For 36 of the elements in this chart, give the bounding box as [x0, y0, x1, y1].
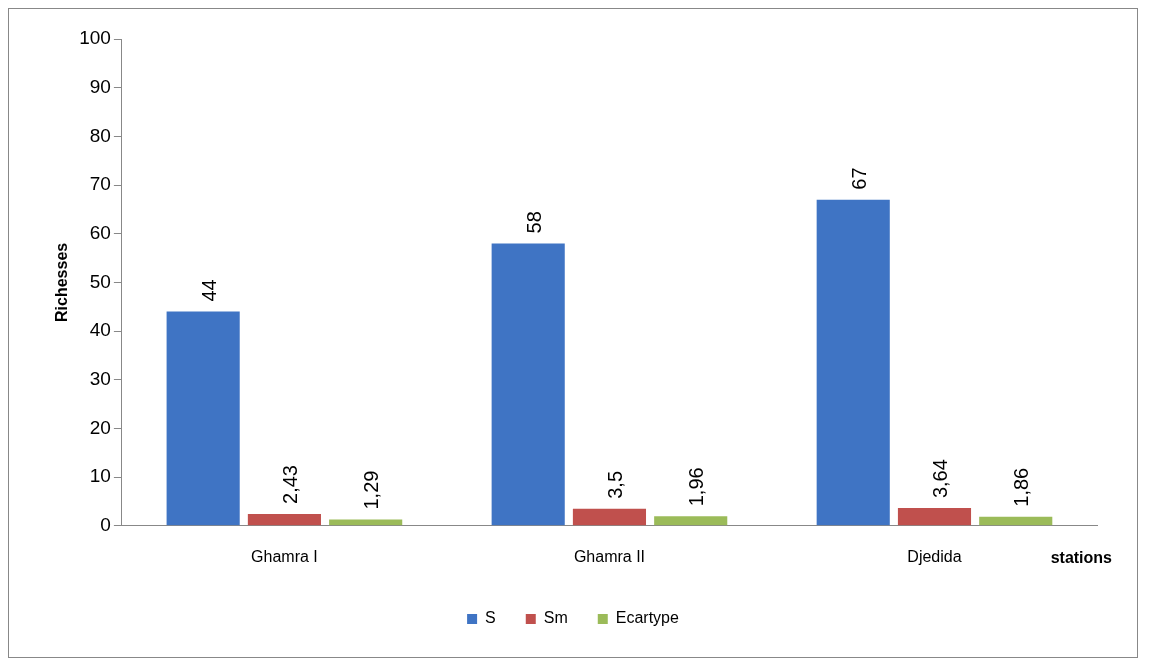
data-label: 3,64	[929, 459, 951, 499]
x-tick-label: Djedida	[907, 547, 962, 565]
y-tick-label: 0	[100, 514, 111, 536]
legend-label: S	[485, 609, 496, 627]
bar	[979, 516, 1053, 526]
bar	[572, 508, 647, 526]
data-label: 1,96	[685, 467, 708, 507]
bar	[654, 516, 728, 526]
y-tick-label: 70	[89, 173, 111, 195]
legend-label: Ecartype	[615, 609, 680, 627]
data-label: 58	[522, 211, 545, 234]
y-tick-label: 100	[79, 27, 111, 49]
x-tick-label: Ghamra II	[573, 547, 646, 565]
data-label: 67	[847, 167, 870, 190]
y-tick-label: 60	[89, 221, 111, 243]
bar	[816, 199, 890, 526]
y-tick-label: 30	[89, 367, 111, 389]
y-tick-label: 90	[89, 75, 111, 97]
data-label: 2,43	[278, 465, 301, 504]
data-label: 3,5	[603, 470, 626, 499]
bar	[166, 311, 240, 526]
y-tick-label: 40	[89, 319, 111, 341]
bar	[491, 243, 565, 526]
y-tick-label: 10	[89, 465, 111, 487]
x-tick-label: Ghamra I	[251, 547, 318, 565]
bar	[897, 508, 972, 526]
y-tick-label: 50	[89, 270, 111, 292]
data-label: 44	[197, 279, 220, 302]
bar	[247, 513, 321, 526]
y-tick-label: 20	[89, 416, 111, 438]
x-axis-title: stations	[1050, 549, 1113, 567]
legend-label: Sm	[543, 609, 568, 627]
data-label: 1,29	[360, 470, 383, 510]
data-label: 1,86	[1010, 467, 1033, 507]
y-axis-title: Richesses	[53, 242, 71, 322]
y-tick-label: 80	[89, 124, 111, 146]
